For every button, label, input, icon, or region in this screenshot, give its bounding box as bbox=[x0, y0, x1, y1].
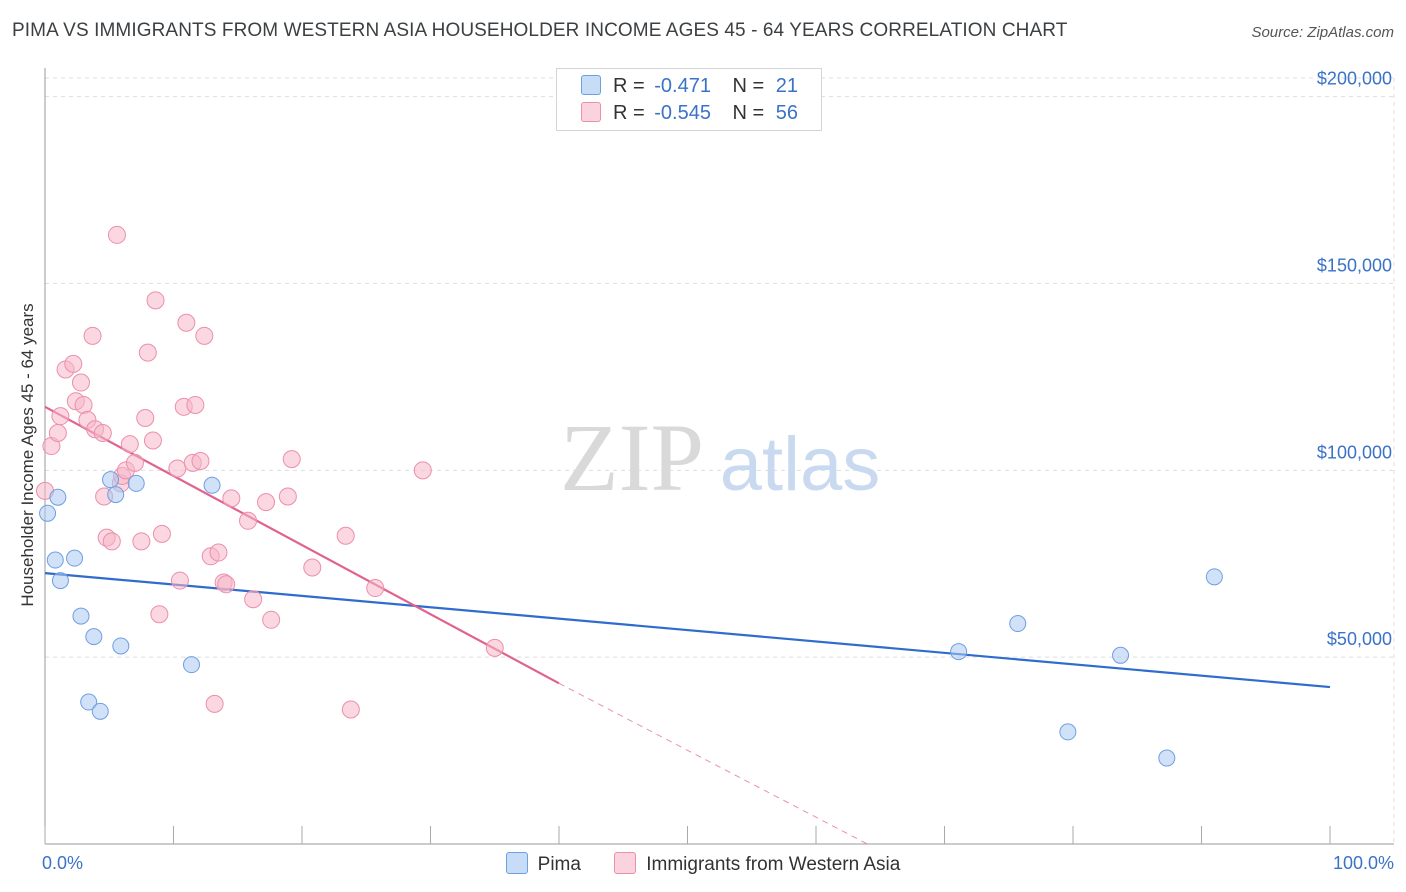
western-asia-swatch bbox=[614, 852, 637, 874]
western-asia-point bbox=[413, 461, 432, 480]
pima-point bbox=[80, 693, 98, 711]
western-asia-point bbox=[217, 575, 236, 594]
western-asia-point bbox=[51, 407, 70, 426]
western-asia-point bbox=[168, 459, 187, 478]
tick-labels: $50,000 $100,000 $150,000 $200,000 0.0% 100.0… bbox=[42, 69, 1394, 873]
pima-point bbox=[182, 656, 200, 674]
western-asia-point bbox=[125, 453, 144, 472]
pima-point bbox=[39, 504, 57, 522]
chart-title: PIMA VS IMMIGRANTS FROM WESTERN ASIA HOU… bbox=[12, 20, 1068, 41]
y-tick-label: $200,000 bbox=[1317, 69, 1392, 89]
x-tick-label-min: 0.0% bbox=[42, 853, 83, 873]
western-asia-point bbox=[177, 313, 196, 332]
western-asia-point bbox=[205, 694, 224, 713]
western-asia-swatch bbox=[581, 102, 601, 122]
pima-point bbox=[950, 643, 968, 661]
n-label: N = bbox=[732, 102, 765, 124]
western-asia-point bbox=[150, 605, 169, 624]
pima-point bbox=[1112, 646, 1130, 664]
western-asia-point bbox=[146, 291, 165, 310]
legend-label: Pima bbox=[537, 854, 581, 875]
legend-item-pima[interactable]: Pima bbox=[505, 852, 581, 876]
pima-point bbox=[72, 607, 90, 625]
western-asia-point bbox=[191, 452, 210, 470]
western-asia-point bbox=[186, 395, 205, 414]
western-asia-point bbox=[366, 579, 385, 598]
western-asia-point bbox=[303, 558, 322, 577]
western-asia-point bbox=[132, 532, 151, 551]
pima-point bbox=[66, 549, 84, 567]
r-label: R = bbox=[613, 102, 645, 124]
legend-row-western-asia: R = -0.545 N = 56 bbox=[581, 102, 798, 126]
pima-point bbox=[51, 572, 69, 590]
r-value: -0.471 bbox=[654, 75, 711, 97]
western-asia-trend-extension bbox=[558, 682, 868, 845]
western-asia-point bbox=[209, 543, 228, 562]
pima-swatch bbox=[581, 75, 601, 95]
western-asia-point bbox=[336, 526, 355, 545]
pima-point bbox=[127, 474, 145, 492]
western-asia-point bbox=[222, 489, 241, 508]
western-asia-point bbox=[71, 373, 90, 392]
pima-point bbox=[203, 476, 221, 494]
western-asia-point bbox=[341, 700, 360, 719]
western-asia-point bbox=[152, 524, 171, 543]
pima-point bbox=[85, 628, 103, 646]
western-asia-point bbox=[282, 450, 301, 469]
n-value: 21 bbox=[775, 75, 799, 97]
pima-point bbox=[112, 637, 130, 655]
watermark-atlas: atlas bbox=[720, 422, 881, 507]
n-label: N = bbox=[732, 75, 765, 97]
y-tick-label: $50,000 bbox=[1327, 629, 1392, 649]
western-asia-point bbox=[485, 638, 504, 657]
pima-point bbox=[1059, 723, 1077, 741]
western-asia-point bbox=[102, 532, 121, 551]
western-asia-point bbox=[239, 511, 258, 530]
western-asia-point bbox=[278, 487, 297, 506]
legend-row-pima: R = -0.471 N = 21 bbox=[581, 75, 798, 99]
legend-label: Immigrants from Western Asia bbox=[646, 854, 901, 875]
correlation-legend: R = -0.471 N = 21 R = -0.545 N = 56 bbox=[556, 68, 822, 131]
pima-point bbox=[1009, 615, 1027, 633]
data-points bbox=[36, 225, 1223, 767]
legend-item-western-asia[interactable]: Immigrants from Western Asia bbox=[614, 852, 900, 876]
pima-point bbox=[1205, 568, 1223, 586]
western-asia-point bbox=[170, 571, 189, 590]
western-asia-point bbox=[257, 493, 276, 512]
western-asia-point bbox=[83, 326, 102, 345]
pima-point bbox=[49, 488, 67, 506]
source-label: Source: ZipAtlas.com bbox=[1251, 24, 1394, 41]
y-tick-label: $150,000 bbox=[1317, 256, 1392, 276]
western-asia-point bbox=[143, 431, 162, 450]
western-asia-point bbox=[138, 343, 157, 362]
axes bbox=[44, 68, 1394, 845]
pima-point bbox=[102, 471, 120, 489]
watermark-zip: ZIP bbox=[560, 404, 704, 511]
western-asia-point bbox=[195, 326, 214, 345]
western-asia-point bbox=[244, 590, 263, 609]
pima-point bbox=[107, 486, 125, 504]
r-label: R = bbox=[613, 75, 645, 97]
n-value: 56 bbox=[775, 102, 799, 124]
pima-trend-line bbox=[44, 572, 1331, 689]
pima-point bbox=[1158, 749, 1176, 767]
western-asia-point bbox=[48, 423, 67, 442]
r-value: -0.545 bbox=[654, 102, 711, 124]
western-asia-point bbox=[120, 435, 139, 454]
pima-point bbox=[91, 702, 109, 720]
pima-point bbox=[46, 551, 64, 569]
western-asia-point bbox=[74, 395, 93, 414]
x-tick-label-max: 100.0% bbox=[1333, 853, 1394, 873]
y-tick-label: $100,000 bbox=[1317, 442, 1392, 462]
western-asia-point bbox=[64, 354, 83, 373]
pima-swatch bbox=[505, 852, 528, 874]
western-asia-point bbox=[136, 409, 155, 428]
western-asia-point bbox=[93, 423, 112, 442]
western-asia-point bbox=[107, 225, 126, 244]
series-legend: Pima Immigrants from Western Asia bbox=[0, 852, 1406, 876]
western-asia-point bbox=[262, 610, 281, 629]
